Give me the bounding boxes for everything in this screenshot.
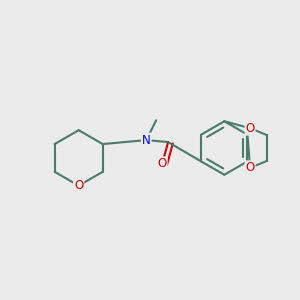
Text: N: N xyxy=(142,134,151,147)
Text: O: O xyxy=(245,161,255,174)
Text: O: O xyxy=(245,122,255,135)
Text: O: O xyxy=(158,158,167,170)
Text: O: O xyxy=(74,179,83,192)
